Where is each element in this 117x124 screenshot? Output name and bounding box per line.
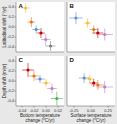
- point: [96, 31, 99, 34]
- panel: -0.25 0.00 0.25 D Surface temperaturechange …: [67, 56, 115, 123]
- y-tick: [15, 27, 17, 28]
- point: [86, 21, 89, 24]
- panel-label: D: [69, 57, 74, 63]
- background: [0, 0, 117, 124]
- point: [24, 6, 27, 9]
- marks: [79, 73, 113, 93]
- x-tick-label: -0.25: [69, 108, 79, 113]
- point: [92, 81, 95, 84]
- point: [44, 38, 47, 41]
- x-axis-label: Surface temperaturechange (°C/yr): [70, 113, 112, 123]
- y-tick: [15, 7, 17, 8]
- x-axis-line: [67, 106, 115, 107]
- y-tick: [15, 17, 17, 18]
- y-tick-label: 0.0: [8, 24, 14, 29]
- y-tick: [15, 71, 17, 72]
- y-tick-label: 0.2: [8, 68, 14, 73]
- point: [39, 31, 42, 34]
- plot-area: [67, 56, 115, 106]
- panel-label: C: [18, 57, 23, 63]
- marks: [21, 3, 56, 51]
- y-tick-label: 0.0: [8, 78, 14, 83]
- plot-area: [16, 2, 64, 52]
- x-tick-label: 0.02: [54, 108, 63, 113]
- chart: -0.4 -0.2 0.0 0.2 0.4 A Latitudinal shift (°/y…: [0, 0, 117, 124]
- y-tick-label: -0.2: [7, 88, 15, 93]
- x-axis-label-line: change (°C/yr): [76, 118, 106, 123]
- x-axis-label: Bottom temperaturechange (°C/yr): [20, 113, 60, 123]
- point: [50, 87, 53, 90]
- y-tick: [15, 37, 17, 38]
- y-axis-line: [67, 2, 68, 52]
- point: [103, 33, 106, 36]
- point: [35, 28, 38, 31]
- point: [83, 76, 86, 79]
- y-tick: [15, 61, 17, 62]
- y-axis-line: [16, 56, 17, 106]
- x-axis-line: [16, 52, 64, 53]
- point: [88, 77, 91, 80]
- point: [103, 85, 106, 88]
- plot-area: [16, 56, 64, 106]
- point: [92, 28, 95, 31]
- y-tick-label: -0.4: [7, 98, 15, 103]
- plot-area: [67, 2, 115, 52]
- point: [32, 74, 35, 77]
- panel: -0.4 -0.2 0.0 0.2 0.4 A Latitudinal shift (°/y…: [2, 2, 65, 52]
- y-tick-label: 0.4: [8, 4, 14, 9]
- y-axis-label: Depth shift (m/yr): [2, 63, 7, 98]
- x-tick-label: -0.02: [29, 108, 39, 113]
- y-axis-line: [67, 56, 68, 106]
- y-tick-label: 0.4: [8, 58, 14, 63]
- y-tick: [15, 91, 17, 92]
- x-tick-label: 0.25: [104, 108, 113, 113]
- y-tick-label: 0.2: [8, 14, 14, 19]
- marks: [22, 63, 63, 106]
- point: [26, 68, 29, 71]
- y-tick: [15, 101, 17, 102]
- point: [55, 97, 58, 100]
- x-tick-label: -0.04: [17, 108, 27, 113]
- panel-label: A: [18, 3, 23, 9]
- x-tick-label: 0.00: [42, 108, 51, 113]
- point: [38, 77, 41, 80]
- x-tick-label: 0.00: [87, 108, 96, 113]
- panel-label: B: [69, 3, 74, 9]
- point: [74, 16, 77, 19]
- panel: B: [67, 2, 115, 52]
- y-axis-label: Latitudinal shift (°/yr): [2, 6, 7, 48]
- y-tick-label: -0.2: [7, 34, 15, 39]
- y-tick: [15, 81, 17, 82]
- panel: -0.04-0.020.000.02 -0.4 -0.2 0.0 0.2 0.4 C Bott…: [2, 56, 65, 123]
- x-axis-line: [67, 52, 115, 53]
- x-axis-label-line: change (°C/yr): [25, 118, 55, 123]
- y-tick: [15, 47, 17, 48]
- point: [44, 81, 47, 84]
- point: [30, 20, 33, 23]
- y-tick-label: -0.4: [7, 44, 15, 49]
- x-axis-line: [16, 106, 64, 107]
- marks: [69, 12, 113, 41]
- y-axis-line: [16, 2, 17, 52]
- point: [49, 44, 52, 47]
- point: [96, 83, 99, 86]
